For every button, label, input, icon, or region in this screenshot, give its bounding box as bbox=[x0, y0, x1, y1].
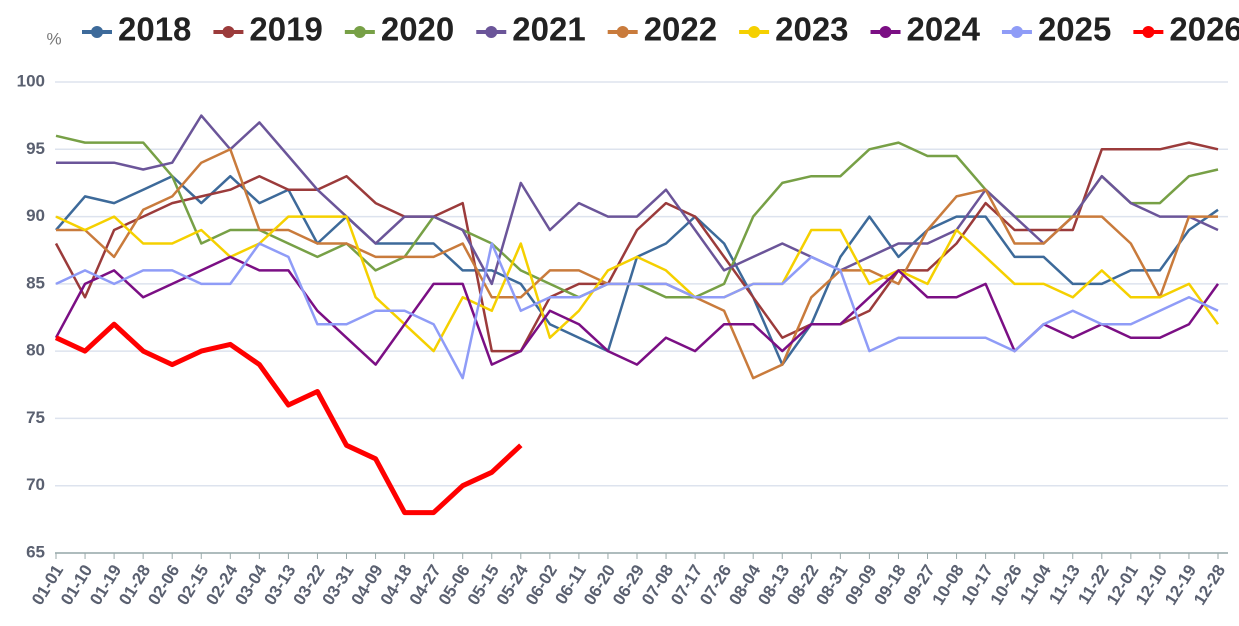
legend-marker bbox=[748, 26, 761, 38]
legend-item: 2026 bbox=[1133, 11, 1239, 48]
series-line bbox=[54, 255, 1220, 366]
x-tick-label: 06-02 bbox=[522, 561, 561, 608]
legend-label: 2019 bbox=[249, 11, 322, 48]
y-tick-label: 90 bbox=[26, 206, 45, 225]
legend-label: 2025 bbox=[1038, 11, 1111, 48]
y-tick-label: 70 bbox=[26, 475, 45, 494]
legend-marker bbox=[879, 26, 892, 38]
legend-item: 2025 bbox=[1001, 11, 1111, 48]
y-tick-label: 80 bbox=[26, 341, 45, 360]
legend-marker bbox=[353, 26, 366, 38]
legend-label: 2023 bbox=[775, 11, 848, 48]
y-tick-label: 85 bbox=[26, 273, 45, 292]
y-tick-label: 75 bbox=[26, 408, 45, 427]
y-tick-label: 100 bbox=[17, 71, 45, 90]
x-tick-label: 10-26 bbox=[987, 561, 1026, 608]
legend-item: 2021 bbox=[476, 11, 586, 48]
legend-marker bbox=[616, 26, 629, 38]
y-tick-label: 65 bbox=[26, 542, 45, 561]
legend-label: 2020 bbox=[381, 11, 454, 48]
legend-marker bbox=[1142, 26, 1155, 38]
series-line bbox=[56, 114, 1219, 286]
x-tick-label: 12-28 bbox=[1190, 561, 1229, 608]
legend-marker bbox=[485, 26, 498, 38]
series-line bbox=[54, 321, 523, 516]
legend-label: 2026 bbox=[1169, 11, 1239, 48]
legend-label: 2021 bbox=[512, 11, 585, 48]
legend-marker bbox=[222, 26, 235, 38]
legend-label: 2024 bbox=[907, 11, 981, 48]
legend-item: 2023 bbox=[739, 11, 849, 48]
legend-label: 2018 bbox=[118, 11, 191, 48]
legend-marker bbox=[1010, 26, 1023, 38]
legend-item: 2024 bbox=[870, 11, 981, 48]
legend-item: 2022 bbox=[607, 11, 717, 48]
legend-label: 2022 bbox=[644, 11, 717, 48]
legend-marker bbox=[91, 26, 103, 38]
legend-item: 2018 bbox=[82, 11, 191, 48]
y-tick-label: 95 bbox=[26, 139, 45, 158]
series-line bbox=[55, 215, 1220, 353]
series-line bbox=[55, 174, 1219, 366]
y-unit: % bbox=[46, 29, 61, 48]
series-line bbox=[54, 141, 1219, 353]
series-line bbox=[55, 242, 1219, 380]
legend-item: 2019 bbox=[213, 11, 323, 48]
legend-item: 2020 bbox=[344, 11, 454, 48]
